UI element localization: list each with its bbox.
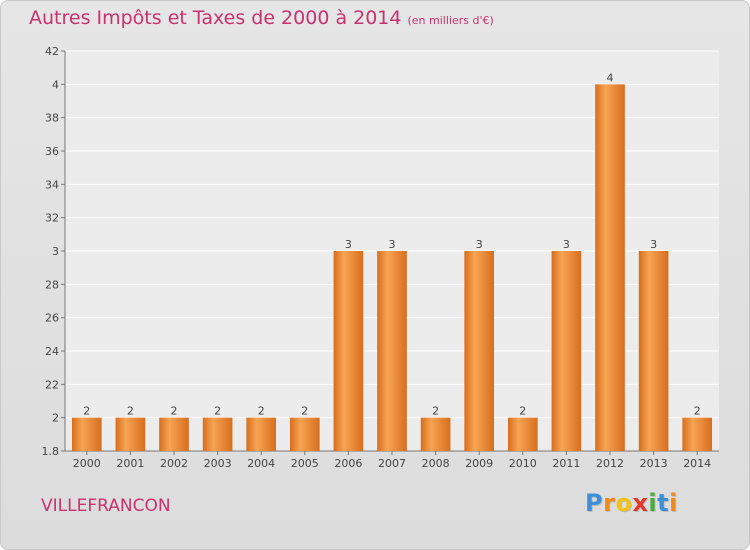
- x-tick-label: 2012: [596, 457, 624, 470]
- y-tick-label: 38: [45, 112, 59, 125]
- y-tick-label: 42: [45, 45, 59, 58]
- logo-letter: P: [585, 489, 604, 517]
- x-tick-label: 2005: [291, 457, 319, 470]
- x-tick-label: 2006: [334, 457, 362, 470]
- chart-unit: (en milliers d'€): [407, 14, 494, 27]
- y-tick-label: 3: [52, 245, 59, 258]
- bar: [246, 417, 277, 451]
- bar-value-label: 3: [345, 238, 352, 251]
- bar-value-label: 3: [563, 238, 570, 251]
- x-tick-label: 2009: [465, 457, 493, 470]
- bar: [333, 251, 364, 451]
- bar-value-label: 2: [171, 405, 178, 418]
- x-tick-label: 2004: [247, 457, 275, 470]
- x-tick-label: 2002: [160, 457, 188, 470]
- x-tick-label: 2010: [509, 457, 537, 470]
- bar-value-label: 2: [694, 405, 701, 418]
- x-tick-label: 2003: [204, 457, 232, 470]
- bar-value-label: 3: [476, 238, 483, 251]
- x-tick-label: 2007: [378, 457, 406, 470]
- bar: [507, 417, 538, 451]
- bar-value-label: 3: [389, 238, 396, 251]
- bar: [551, 251, 582, 451]
- bar: [289, 417, 320, 451]
- bar-value-label: 4: [607, 71, 614, 84]
- y-tick-label: 4: [52, 78, 59, 91]
- y-tick-label: 22: [45, 378, 59, 391]
- bar-value-label: 2: [301, 405, 308, 418]
- x-tick-label: 2014: [683, 457, 711, 470]
- bar-value-label: 2: [214, 405, 221, 418]
- y-tick-label: 26: [45, 312, 59, 325]
- logo-letter: i: [648, 489, 658, 517]
- bar: [159, 417, 189, 451]
- y-tick-label: 2: [52, 412, 59, 425]
- commune-name: VILLEFRANCON: [41, 496, 171, 516]
- proxiti-logo: Proxiti: [585, 489, 678, 517]
- bar: [638, 251, 669, 451]
- chart-title: Autres Impôts et Taxes de 2000 à 2014 (en…: [29, 7, 494, 29]
- logo-letter: t: [657, 489, 670, 517]
- bar-value-label: 2: [258, 405, 265, 418]
- bar: [464, 251, 495, 451]
- y-tick-label: 32: [45, 212, 59, 225]
- bar: [682, 417, 713, 451]
- bar-value-label: 2: [83, 405, 90, 418]
- y-tick-label: 36: [45, 145, 59, 158]
- bar-value-label: 2: [432, 405, 439, 418]
- bar: [202, 417, 233, 451]
- chart-title-text: Autres Impôts et Taxes de 2000 à 2014: [29, 7, 402, 29]
- x-tick-label: 2008: [422, 457, 450, 470]
- y-tick-label: 28: [45, 278, 59, 291]
- bar: [595, 84, 625, 451]
- logo-letter: o: [615, 489, 633, 517]
- bar-value-label: 2: [519, 405, 526, 418]
- logo-letter: r: [603, 489, 616, 517]
- bar: [115, 417, 146, 451]
- y-tick-label: 1.8: [42, 445, 60, 458]
- bar-value-label: 3: [650, 238, 657, 251]
- logo-letter: x: [632, 489, 649, 517]
- y-tick-label: 34: [45, 178, 59, 191]
- x-tick-label: 2001: [116, 457, 144, 470]
- bar: [377, 251, 407, 451]
- y-tick-label: 24: [45, 345, 59, 358]
- x-tick-label: 2013: [640, 457, 668, 470]
- bar: [420, 417, 451, 451]
- bar: [71, 417, 102, 451]
- x-tick-label: 2011: [552, 457, 580, 470]
- bar-value-label: 2: [127, 405, 134, 418]
- x-tick-label: 2000: [73, 457, 101, 470]
- logo-letter: i: [669, 489, 678, 517]
